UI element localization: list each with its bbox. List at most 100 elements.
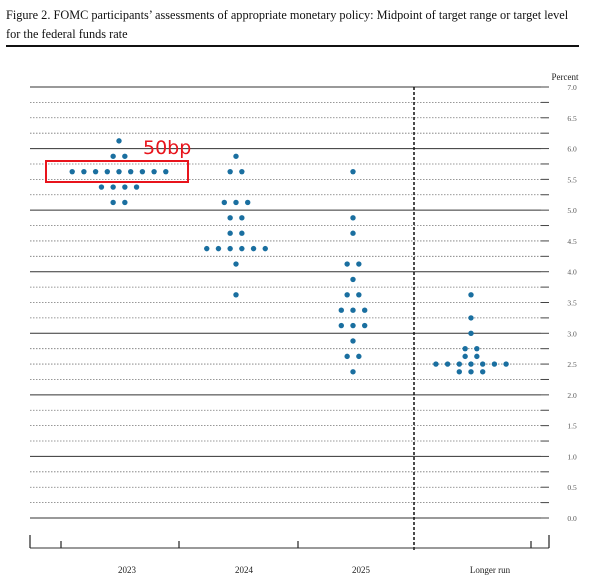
dot-2025: [344, 292, 350, 298]
dot-2024: [227, 168, 233, 175]
dot-2023: [110, 153, 116, 159]
x-tick-label: 2023: [118, 565, 137, 575]
dot-2024: [233, 261, 239, 267]
dot-longer-run: [491, 361, 498, 367]
dot-2023: [133, 184, 140, 190]
dot-2025: [350, 307, 356, 313]
gridlines: [30, 86, 549, 519]
y-axis-labels: 0.0 0.5 1.0 1.5 2.0 2.5 3.0 3.5 4.0 4.5 5.0 5.5 6.0 6…: [567, 83, 577, 523]
dot-2024: [233, 199, 239, 206]
y-tick-label: 3.0: [567, 329, 577, 338]
y-tick-label: 0.0: [567, 514, 577, 523]
dots: [69, 138, 509, 375]
y-tick-label: 4.0: [567, 268, 577, 277]
dot-2023: [98, 184, 105, 190]
dot-2024: [239, 230, 245, 236]
y-tick-label: 2.5: [567, 360, 577, 369]
dot-2025: [356, 261, 362, 267]
dot-2025: [356, 353, 362, 360]
annotation-50bp: 50bp: [143, 137, 191, 159]
dot-2025: [362, 322, 368, 329]
y-tick-label: 6.5: [567, 114, 577, 123]
y-tick-label: 3.5: [567, 299, 577, 308]
dot-longer-run: [433, 361, 439, 367]
dot-2025: [350, 338, 356, 344]
dot-2025: [338, 307, 344, 313]
dot-2024: [239, 245, 245, 252]
dot-2024: [233, 292, 239, 298]
dot-longer-run: [462, 353, 468, 360]
y-tick-label: 0.5: [567, 483, 577, 492]
dot-2025: [356, 292, 362, 298]
y-axis-unit-label: Percent: [552, 72, 579, 82]
dot-2024: [204, 245, 210, 252]
dot-longer-run: [468, 369, 474, 375]
y-tick-label: 6.0: [567, 145, 577, 154]
figure-title: Figure 2. FOMC participants’ assessments…: [6, 8, 569, 41]
dot-2024: [227, 245, 233, 252]
dot-longer-run: [468, 292, 474, 298]
dot-2023: [81, 168, 87, 175]
dot-2024: [250, 245, 257, 252]
title-rule: [6, 45, 579, 47]
dot-longer-run: [444, 361, 451, 367]
dot-2023: [128, 168, 134, 175]
dot-2025: [350, 322, 356, 329]
dot-2025: [350, 369, 356, 375]
x-axis: 2023 2024 2025 Longer run: [29, 535, 550, 575]
dot-2025: [350, 215, 356, 221]
dot-2024: [239, 215, 245, 221]
dot-2023: [104, 168, 111, 175]
dot-2023: [122, 184, 128, 190]
dot-2025: [344, 261, 350, 267]
dot-2025: [362, 307, 368, 313]
dot-2023: [139, 168, 146, 175]
x-tick-label: Longer run: [470, 565, 511, 575]
y-tick-label: 1.0: [567, 452, 577, 461]
dot-2024: [215, 245, 222, 252]
dot-longer-run: [468, 361, 474, 367]
dot-2023: [163, 168, 169, 175]
y-tick-label: 5.5: [567, 175, 577, 184]
dot-longer-run: [468, 315, 474, 321]
dot-longer-run: [456, 369, 462, 375]
dot-longer-run: [480, 369, 486, 375]
dot-2024: [233, 153, 239, 159]
dot-longer-run: [468, 330, 474, 336]
y-tick-label: 2.0: [567, 391, 577, 400]
y-tick-label: 1.5: [567, 422, 577, 431]
dot-2024: [221, 199, 227, 206]
dot-2024: [239, 168, 245, 175]
dot-2023: [69, 168, 75, 175]
dot-longer-run: [480, 361, 486, 367]
dot-2023: [122, 199, 128, 206]
dot-2023: [116, 168, 122, 175]
y-tick-label: 7.0: [567, 83, 577, 92]
x-tick-label: 2025: [352, 565, 371, 575]
dot-2023: [122, 153, 128, 159]
dot-2023: [116, 138, 122, 144]
x-tick-label: 2024: [235, 565, 254, 575]
dot-2025: [338, 322, 344, 329]
dot-2025: [350, 276, 356, 283]
dot-2023: [151, 168, 157, 175]
dot-2023: [110, 184, 116, 190]
dot-2023: [110, 199, 116, 206]
dot-2024: [245, 199, 251, 206]
dot-2024: [227, 230, 233, 236]
dot-2025: [344, 353, 350, 360]
dot-2023: [92, 168, 99, 175]
y-tick-label: 4.5: [567, 237, 577, 246]
dot-2024: [227, 215, 233, 221]
highlight-box: [45, 160, 189, 183]
dot-longer-run: [456, 361, 462, 367]
dot-longer-run: [503, 361, 509, 367]
dot-2025: [350, 168, 356, 175]
dot-2025: [350, 230, 356, 236]
y-tick-label: 5.0: [567, 206, 577, 215]
dot-longer-run: [474, 345, 480, 352]
dot-longer-run: [474, 353, 480, 360]
dot-longer-run: [462, 345, 468, 352]
dot-2024: [262, 245, 268, 252]
